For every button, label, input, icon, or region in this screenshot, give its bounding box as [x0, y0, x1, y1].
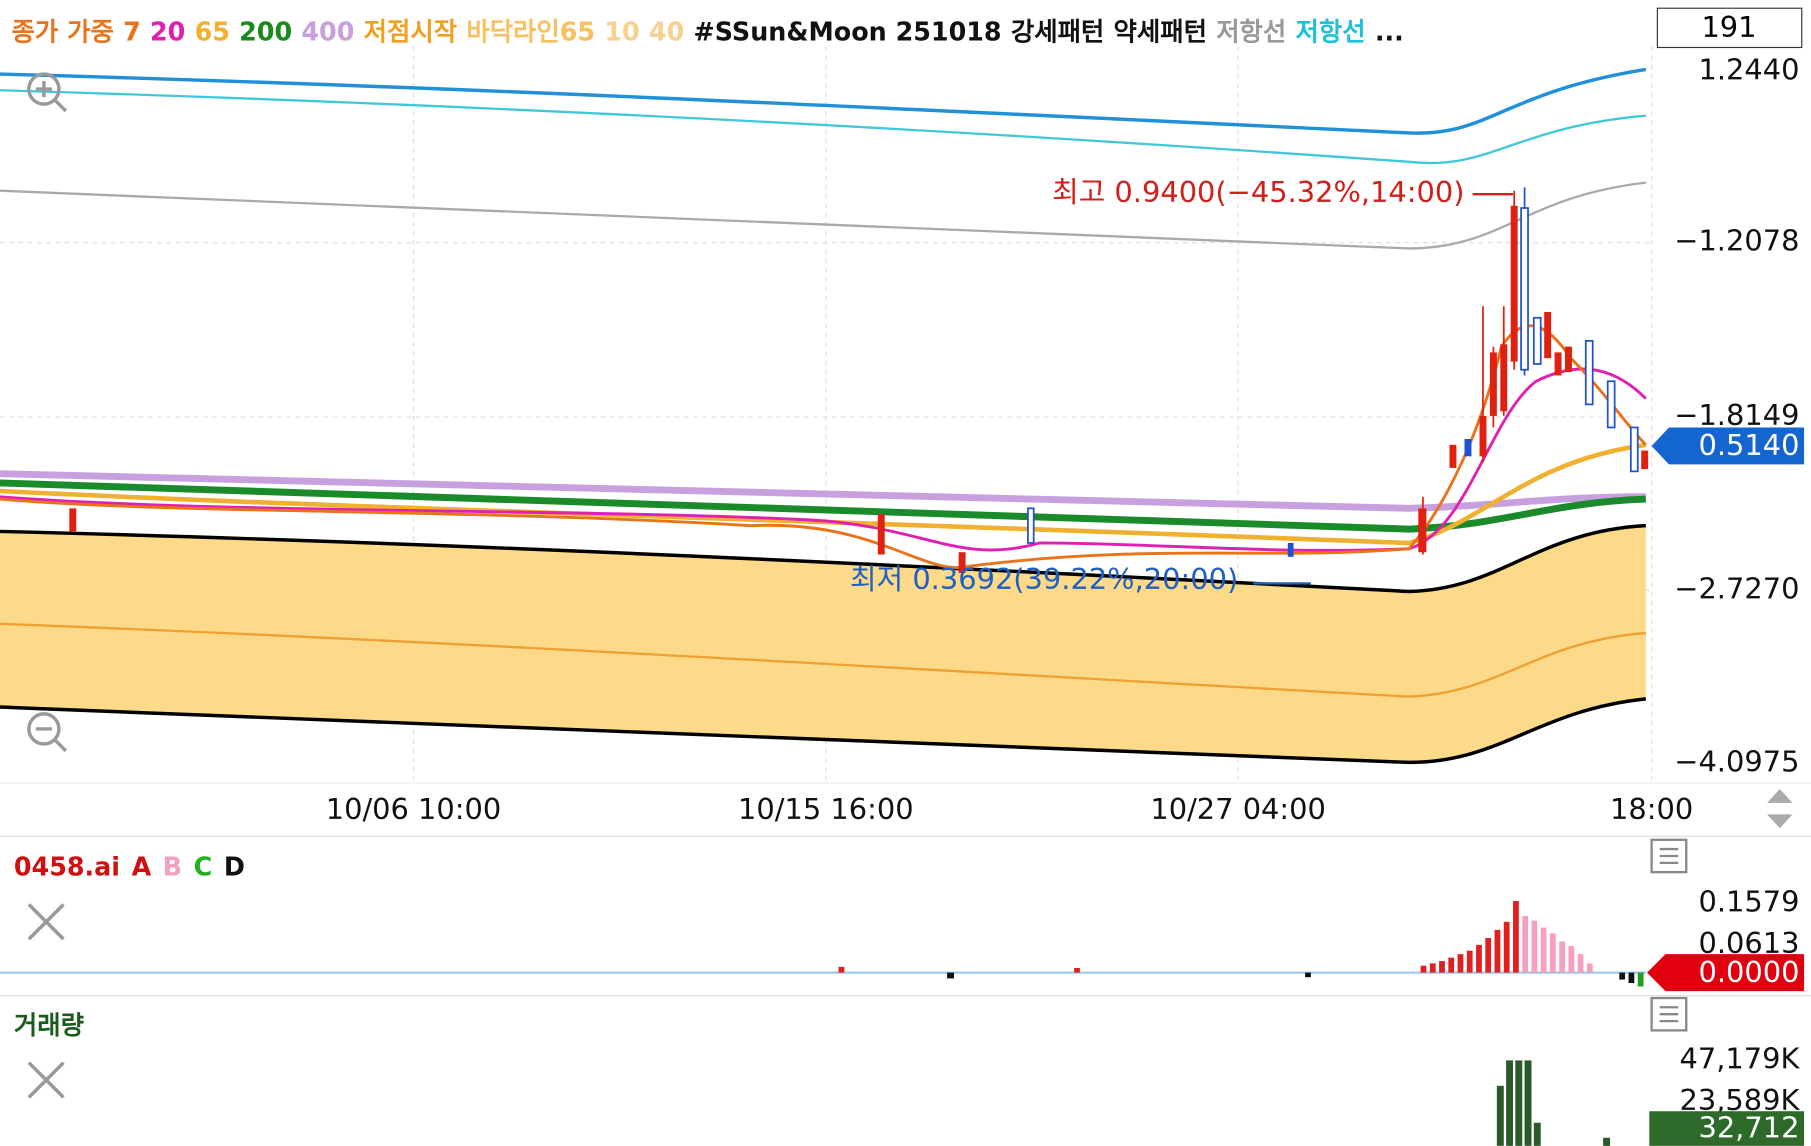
- ma-200: [0, 479, 1646, 533]
- bottom-band: [0, 525, 1646, 763]
- volume-bars: [1496, 1060, 1611, 1146]
- time-label: 10/15 16:00: [738, 792, 914, 826]
- indicator-current: 0.0000: [1698, 955, 1799, 989]
- legend-item: 저항선: [1216, 17, 1286, 47]
- panel-menu[interactable]: [1650, 996, 1688, 1032]
- legend-item: 0458.ai: [14, 852, 120, 882]
- volume-title: 거래량: [14, 1010, 84, 1040]
- legend-item: 200: [239, 17, 292, 47]
- band-mid: [0, 622, 1646, 698]
- histogram: [838, 901, 1644, 987]
- price-label: −1.8149: [1674, 398, 1799, 432]
- time-label: 10/06 10:00: [326, 792, 502, 826]
- indicator-current-tag: [1646, 954, 1805, 992]
- legend-item: 강세패턴: [1011, 17, 1104, 47]
- zoom-in[interactable]: [27, 72, 68, 113]
- close-indicator[interactable]: [27, 903, 65, 941]
- legend-item: 20: [150, 17, 185, 47]
- resistance-line: [0, 89, 1646, 165]
- resistance-line: [0, 67, 1647, 135]
- close-volume[interactable]: [27, 1061, 65, 1099]
- legend-item: B: [163, 852, 182, 882]
- time-axis: [0, 783, 1811, 837]
- legend-item: ...: [1375, 17, 1404, 47]
- panel-menu[interactable]: [1650, 838, 1688, 874]
- volume-axis: 47,179K: [1680, 1041, 1801, 1075]
- legend-item: 바닥라인65: [466, 17, 595, 47]
- ma-20: [0, 367, 1647, 552]
- header-legend: 종가 가중 7 20 65 200 400 저점시작 바닥라인65 10 40 #SSun&Moon…: [12, 17, 1404, 47]
- candles: [69, 187, 1649, 573]
- counter-box: [1656, 7, 1803, 49]
- legend-item: D: [224, 852, 245, 882]
- legend-item: 종가 가중: [12, 17, 114, 47]
- volume-current-tag: [1649, 1111, 1805, 1146]
- price-label: −1.2078: [1674, 224, 1799, 258]
- band-line: [0, 697, 1647, 765]
- counter: 191: [1701, 10, 1756, 44]
- legend-item: 7: [123, 17, 141, 47]
- legend-item: 400: [301, 17, 354, 47]
- time-label: 10/27 04:00: [1150, 792, 1326, 826]
- zoom-out[interactable]: [27, 712, 68, 753]
- legend-item: 40: [649, 17, 684, 47]
- ma-400: [0, 470, 1646, 512]
- current-price: 0.5140: [1698, 428, 1799, 462]
- legend-item: 65: [195, 17, 230, 47]
- price-label: −2.7270: [1674, 571, 1799, 605]
- volume-current: 32,712: [1698, 1111, 1799, 1145]
- high-annotation: 최고 0.9400(−45.32%,14:00): [1052, 175, 1464, 209]
- legend-item: C: [194, 852, 213, 882]
- time-label: 18:00: [1610, 792, 1693, 826]
- price-label: −4.0975: [1674, 745, 1799, 779]
- indicator-legend: 0458.ai A B C D: [14, 852, 245, 882]
- band-line: [0, 523, 1646, 594]
- legend-item: 저점시작: [364, 17, 457, 47]
- current-price-tag: [1651, 427, 1805, 465]
- legend-item: 약세패턴: [1114, 17, 1207, 47]
- legend-item: #SSun&Moon 251018: [694, 17, 1002, 47]
- low-annotation: 최저 0.3692(39.22%,20:00): [850, 562, 1238, 596]
- legend-item: 저항선: [1296, 17, 1366, 47]
- ma-65: [0, 442, 1647, 546]
- legend-item: 10: [604, 17, 639, 47]
- price-label: 1.2440: [1698, 53, 1799, 87]
- scroll-arrows[interactable]: [1767, 788, 1793, 829]
- legend-item: A: [132, 852, 152, 882]
- indicator-axis: 0.1579: [1698, 884, 1799, 918]
